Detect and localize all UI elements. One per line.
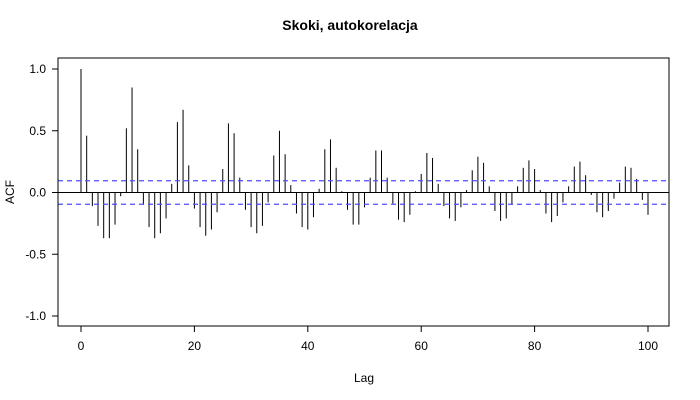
acf-bars [80,69,649,239]
confidence-bounds [58,180,669,205]
x-axis: 0 20 40 60 80 100 [78,325,658,353]
chart-title: Skoki, autokorelacja [282,17,418,33]
x-axis-title: Lag [354,371,374,385]
x-tick-label: 60 [415,339,429,353]
y-tick-label: 0.5 [29,124,46,138]
y-axis-title: ACF [3,180,17,204]
y-tick-label: 0.0 [29,186,46,200]
y-tick-label: 1.0 [29,62,46,76]
x-tick-label: 80 [528,339,542,353]
y-tick-label: -0.5 [25,247,46,261]
y-axis: -1.0 -0.5 0.0 0.5 1.0 [25,62,59,323]
x-tick-label: 0 [78,339,85,353]
x-tick-label: 20 [188,339,202,353]
x-tick-label: 100 [638,339,658,353]
x-tick-label: 40 [301,339,315,353]
y-tick-label: -1.0 [25,309,46,323]
